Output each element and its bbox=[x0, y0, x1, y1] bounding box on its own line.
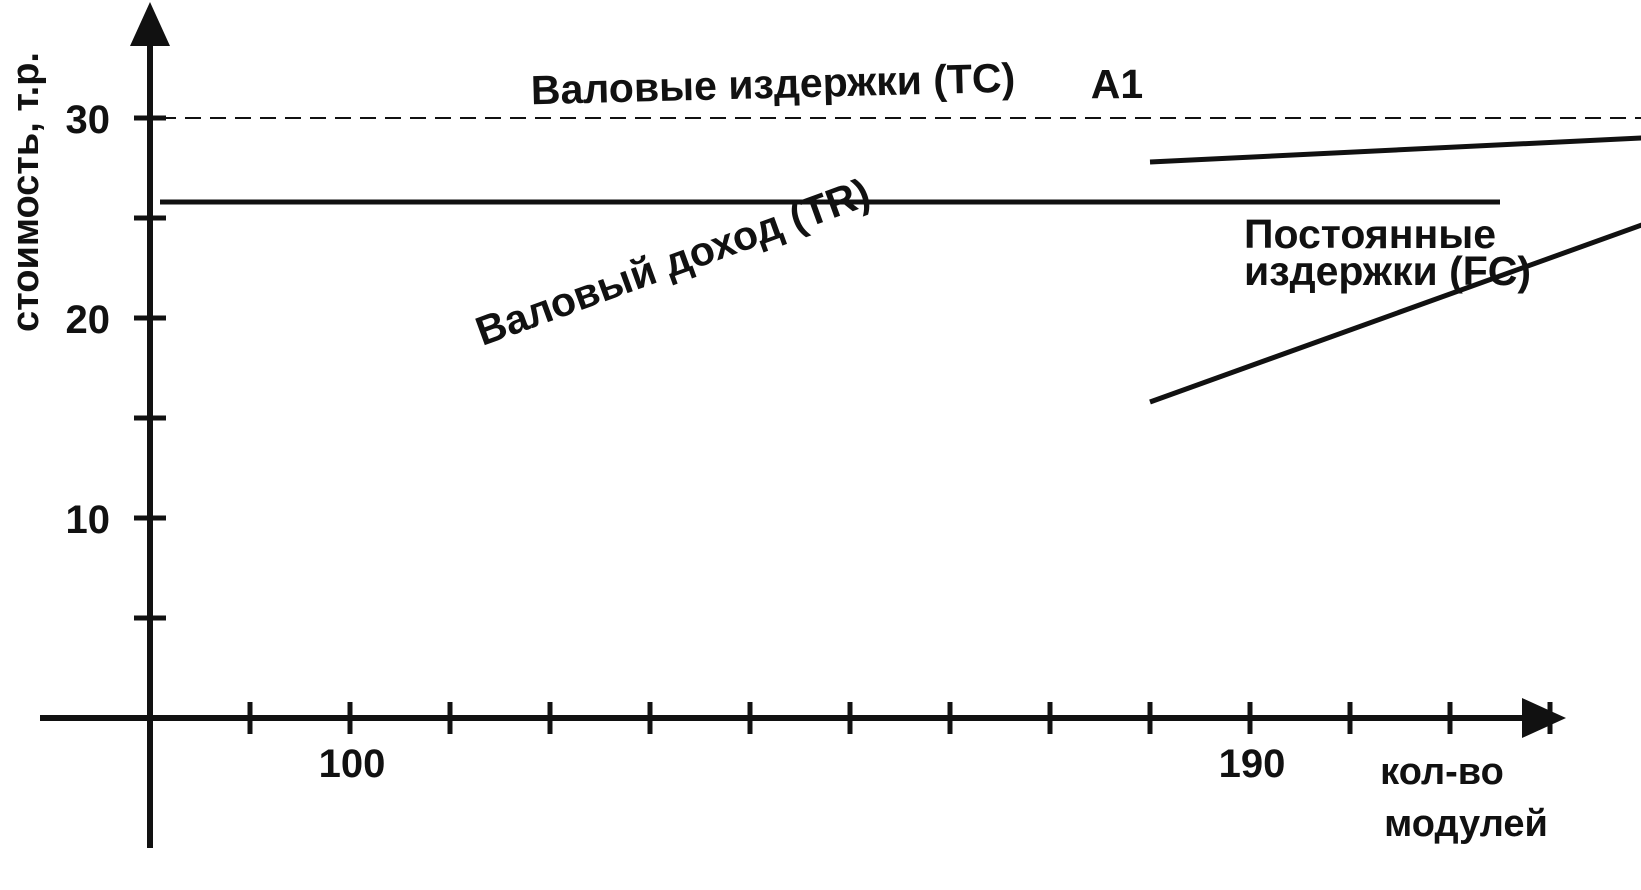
y-tick-label-30: 30 bbox=[66, 98, 111, 142]
series-label-total-cost: Валовые издержки (TC) bbox=[530, 55, 1015, 114]
series-line-total-cost bbox=[1149, 135, 1641, 165]
break-even-label: A1 bbox=[1091, 61, 1143, 107]
x-axis-arrow-icon bbox=[1522, 698, 1566, 738]
x-axis-ticks bbox=[247, 702, 1553, 734]
x-tick-label-100: 100 bbox=[319, 742, 386, 786]
x-axis-title-line-2: модулей bbox=[1384, 803, 1548, 845]
y-tick-label-20: 20 bbox=[66, 298, 111, 342]
series-label-fixed-cost-line-1: Постоянные bbox=[1244, 211, 1496, 257]
series-line-total-revenue bbox=[1149, 222, 1641, 405]
y-axis-arrow-icon bbox=[130, 2, 170, 46]
series-label-fixed-cost-line-2: издержки (FC) bbox=[1244, 248, 1531, 294]
y-axis-title: стоимость, т.р. bbox=[5, 52, 47, 332]
y-axis-ticks bbox=[134, 115, 166, 621]
series-label-total-revenue: Валовый доход (TR) bbox=[470, 169, 876, 354]
y-tick-label-10: 10 bbox=[66, 498, 111, 542]
x-tick-label-190: 190 bbox=[1219, 742, 1286, 786]
x-axis-title-line-1: кол-во bbox=[1380, 751, 1504, 793]
